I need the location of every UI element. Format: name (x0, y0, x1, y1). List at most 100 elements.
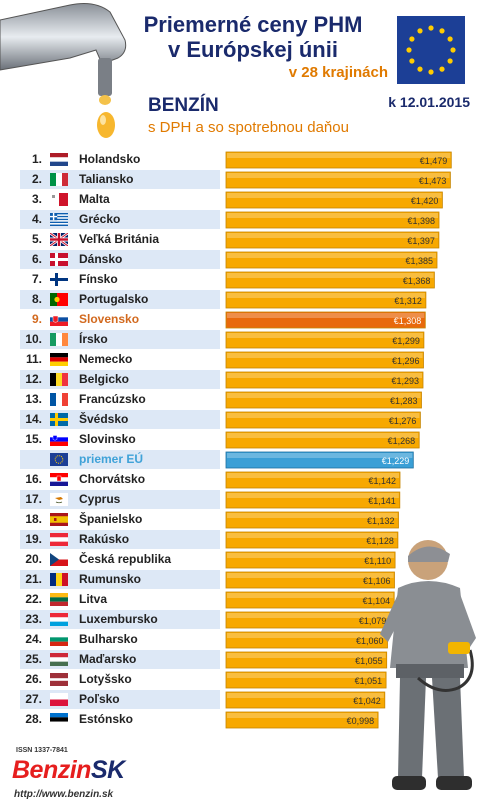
country-name: Cyprus (79, 492, 121, 506)
table-row: 20. Česká republika (20, 550, 220, 569)
country-name: Dánsko (79, 252, 123, 266)
rank-label: 6. (31, 252, 42, 266)
bar (225, 271, 435, 289)
bar-value-label: €1,293 (391, 376, 419, 386)
bar-value-label: €1,055 (355, 656, 383, 666)
country-name: Španielsko (79, 512, 143, 526)
country-name: Maďarsko (79, 652, 137, 666)
bar-value-label: €1,229 (382, 456, 410, 466)
flag-gr-icon (50, 213, 68, 226)
flag-mt-icon (50, 193, 68, 206)
chart-header: Priemerné ceny PHM v Európskej únii v 28… (0, 0, 480, 150)
bar-value-label: €1,368 (403, 276, 431, 286)
rank-label: 26. (25, 672, 42, 686)
bar-value-label: €1,042 (353, 696, 381, 706)
bar-highlight (227, 333, 423, 338)
flag-gb-icon (49, 231, 69, 248)
bar-value-label: €1,110 (364, 556, 391, 566)
bar-value-label: €1,312 (394, 296, 422, 306)
country-name: Chorvátsko (79, 472, 146, 486)
bar-value-label: €1,299 (392, 336, 420, 346)
bar (225, 351, 424, 369)
flag-be-icon (50, 373, 68, 386)
bar-highlight (227, 553, 395, 558)
bar-highlight (227, 353, 423, 358)
country-name: Bulharsko (79, 632, 138, 646)
rank-label: 28. (25, 712, 42, 726)
bar-value-label: €1,385 (405, 256, 433, 266)
country-name: Portugalsko (79, 292, 149, 306)
table-row: 7. Fínsko (20, 270, 220, 289)
flag-hr-icon (50, 473, 68, 486)
table-row: 9. Slovensko (20, 310, 220, 329)
country-name: Grécko (79, 212, 121, 226)
table-row: 19. Rakúsko (20, 530, 220, 549)
bar-highlight (227, 373, 422, 378)
country-name: priemer EÚ (79, 452, 144, 466)
flag-it-icon (50, 173, 68, 186)
bar-highlight (227, 413, 420, 418)
rank-label: 21. (25, 572, 42, 586)
country-name: Malta (79, 192, 110, 206)
rank-label: 12. (25, 372, 42, 386)
flag-at-icon (50, 533, 68, 546)
table-row: 23. Luxembursko (20, 610, 220, 629)
bar-value-label: €1,079 (359, 616, 387, 626)
rank-label: 5. (31, 232, 42, 246)
table-row: 3. Malta (20, 190, 220, 209)
bar (225, 551, 396, 569)
rank-label: 27. (25, 692, 42, 706)
rank-label: 24. (25, 632, 42, 646)
fuel-nozzle-icon (0, 3, 127, 138)
flag-de-icon (50, 353, 68, 366)
country-name: Holandsko (79, 152, 141, 166)
worker-illustration (380, 540, 476, 790)
country-name: Litva (79, 592, 108, 606)
rank-label: 9. (31, 312, 42, 326)
flag-nl-icon (50, 153, 68, 166)
flag-pt-icon (50, 293, 68, 306)
fuel-type: BENZÍN (148, 95, 219, 116)
country-name: Írsko (79, 332, 108, 346)
bar (225, 371, 424, 389)
table-row: 21. Rumunsko (20, 570, 220, 589)
bar (225, 531, 399, 549)
bar (225, 591, 395, 609)
bar-highlight (227, 673, 386, 678)
table-row: 18. Španielsko (20, 510, 220, 529)
flag-si-icon (50, 433, 68, 446)
rank-label: 14. (25, 412, 42, 426)
bar-highlight (227, 393, 421, 398)
bar (225, 331, 425, 349)
flag-ro-icon (50, 573, 68, 586)
bar-chart: €1,479 €1,473 €1,420 €1,398 €1,397 €1,385 €1,3… (225, 151, 452, 729)
rank-label: 19. (25, 532, 42, 546)
bar (225, 671, 387, 689)
flag-pl-icon (50, 693, 68, 706)
table-row: 22. Litva (20, 590, 220, 609)
flag-dk-icon (50, 253, 68, 266)
country-name: Švédsko (79, 412, 129, 426)
bar-highlight (227, 633, 387, 638)
country-name: Slovensko (79, 312, 140, 326)
bar-value-label: €1,276 (389, 416, 417, 426)
bar (225, 431, 420, 449)
website-url[interactable]: http://www.benzin.sk (14, 789, 114, 800)
rank-label: 13. (25, 392, 42, 406)
brand-logo: BenzinSK (12, 756, 125, 784)
bar-value-label: €0,998 (347, 716, 375, 726)
bar-highlight (227, 613, 390, 618)
country-name: Slovinsko (79, 432, 136, 446)
table-row: 13. Francúzsko (20, 390, 220, 409)
bar-highlight (227, 693, 384, 698)
rank-label: 2. (31, 172, 42, 186)
table-row: 15. Slovinsko (20, 430, 220, 449)
bar (225, 211, 440, 229)
table-row: 14. Švédsko (20, 410, 220, 429)
bar-highlight (227, 473, 399, 478)
bar-highlight (227, 513, 398, 518)
rank-label: 25. (25, 652, 42, 666)
bar (225, 311, 426, 329)
bar-highlight (227, 573, 394, 578)
bar (225, 471, 401, 489)
